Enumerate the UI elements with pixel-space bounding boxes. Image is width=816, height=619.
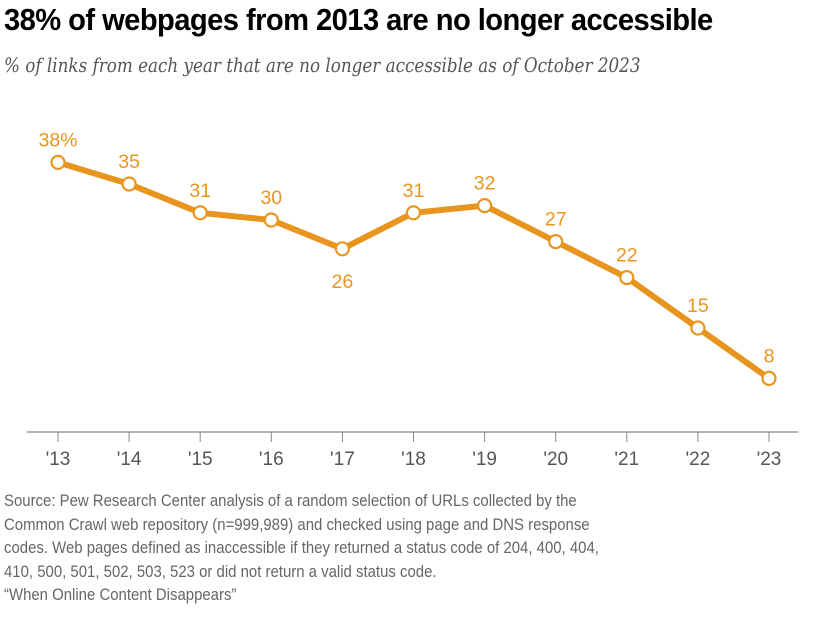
data-label: 15 — [687, 295, 709, 317]
x-tick-label: '23 — [757, 449, 782, 470]
data-label: 38% — [38, 129, 77, 151]
x-tick-label: '20 — [543, 449, 568, 470]
data-point-marker — [263, 212, 279, 228]
data-label: 8 — [764, 345, 775, 367]
data-point-marker — [50, 154, 66, 170]
data-label: 35 — [118, 151, 140, 173]
data-point-marker — [619, 270, 635, 286]
data-label-layer: 38% 35 31 30 26 31 32 27 22 15 8 — [38, 129, 774, 367]
data-point-marker — [690, 320, 706, 336]
source-note: Source: Pew Research Center analysis of … — [4, 490, 816, 608]
x-tick-label: '22 — [686, 449, 711, 470]
data-label: 31 — [189, 180, 211, 202]
x-tick-label: '16 — [259, 449, 284, 470]
x-tick-label: '17 — [330, 449, 355, 470]
chart-subtitle: % of links from each year that are no lo… — [4, 54, 641, 77]
data-point-marker — [761, 370, 777, 386]
x-tick-label: '18 — [401, 449, 426, 470]
line-chart: '13'14'15'16'17'18'19'20'21'22'23 38%353… — [27, 129, 798, 470]
note-line: 410, 500, 501, 502, 503, 523 or did not … — [4, 562, 437, 581]
data-point-marker — [121, 176, 137, 192]
data-label: 27 — [545, 209, 567, 231]
chart-title: 38% of webpages from 2013 are no longer … — [4, 2, 713, 37]
note-line: Common Crawl web repository (n=999,989) … — [4, 515, 590, 534]
data-label: 22 — [616, 245, 638, 267]
report-title-note: “When Online Content Disappears” — [4, 586, 237, 605]
x-tick-label: '14 — [117, 449, 142, 470]
note-line: codes. Web pages defined as inaccessible… — [4, 539, 599, 558]
data-point-marker — [477, 198, 493, 214]
x-tick-label: '13 — [46, 449, 71, 470]
data-label: 31 — [403, 180, 425, 202]
data-point-marker — [548, 234, 564, 250]
data-point-marker — [334, 241, 350, 257]
data-point-marker — [192, 205, 208, 221]
x-axis: '13 '14 '15 '16 '17 '18 '19 '20 '21 '22 '23 — [27, 431, 798, 470]
marker-layer — [50, 154, 777, 386]
data-label: 32 — [474, 173, 496, 195]
data-label: 26 — [332, 271, 354, 293]
data-point-marker — [405, 205, 422, 221]
x-tick-label: '15 — [188, 449, 213, 470]
data-label: 30 — [260, 187, 282, 209]
x-tick-label: '19 — [472, 449, 497, 470]
x-tick-label: '21 — [614, 449, 639, 470]
note-line: Source: Pew Research Center analysis of … — [4, 492, 577, 510]
